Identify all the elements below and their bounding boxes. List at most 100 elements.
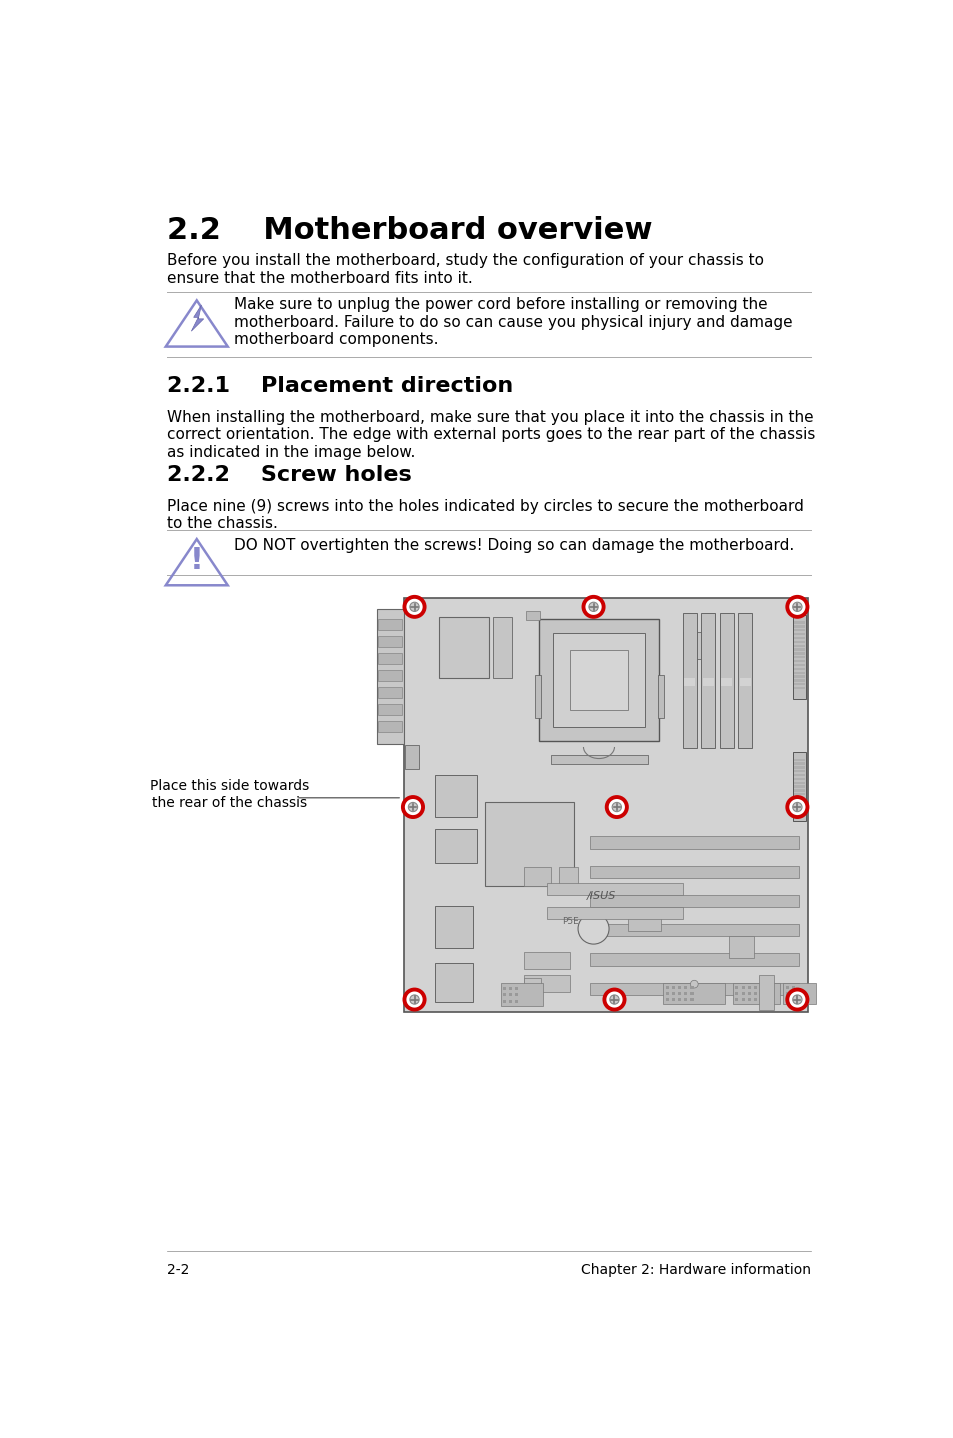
Circle shape <box>404 989 424 1009</box>
Bar <box>753 992 757 995</box>
Bar <box>794 649 804 651</box>
Bar <box>735 985 738 989</box>
Bar <box>682 633 705 659</box>
Bar <box>720 613 733 748</box>
Bar <box>678 998 680 1001</box>
Bar <box>738 613 752 748</box>
Bar <box>438 617 488 679</box>
Bar <box>747 998 750 1001</box>
Text: 2-2: 2-2 <box>167 1263 190 1277</box>
Bar <box>377 703 402 715</box>
Bar <box>794 630 804 631</box>
Bar <box>570 650 628 710</box>
Bar <box>794 633 804 636</box>
Bar <box>435 963 473 1002</box>
Text: When installing the motherboard, make sure that you place it into the chassis in: When installing the motherboard, make su… <box>167 410 815 460</box>
Bar <box>558 867 578 886</box>
Bar <box>628 917 660 930</box>
Text: P5E: P5E <box>561 916 578 926</box>
Bar <box>794 762 804 765</box>
Bar <box>589 866 798 877</box>
Bar <box>683 985 686 989</box>
Bar <box>785 985 788 989</box>
Bar <box>546 907 682 919</box>
Bar <box>791 985 794 989</box>
Text: Make sure to unplug the power cord before installing or removing the
motherboard: Make sure to unplug the power cord befor… <box>233 298 792 347</box>
Bar <box>794 785 804 788</box>
Bar <box>523 978 540 995</box>
Bar <box>794 789 804 792</box>
Circle shape <box>578 913 608 945</box>
Text: Before you install the motherboard, study the configuration of your chassis to
e: Before you install the motherboard, stud… <box>167 253 763 286</box>
Circle shape <box>606 797 626 817</box>
Bar <box>509 999 512 1002</box>
Circle shape <box>404 597 424 617</box>
Bar <box>665 998 668 1001</box>
Bar <box>435 775 476 817</box>
Bar <box>753 985 757 989</box>
Bar <box>377 670 402 680</box>
Text: !: ! <box>190 546 204 575</box>
Bar <box>690 992 693 995</box>
Circle shape <box>792 603 801 611</box>
Circle shape <box>583 597 603 617</box>
Circle shape <box>612 802 620 811</box>
Bar <box>758 975 773 1009</box>
Text: Place nine (9) screws into the holes indicated by circles to secure the motherbo: Place nine (9) screws into the holes ind… <box>167 499 803 532</box>
Bar <box>700 613 715 748</box>
Text: 2.2.2    Screw holes: 2.2.2 Screw holes <box>167 464 412 485</box>
Bar <box>794 801 804 804</box>
Text: Place this side towards
the rear of the chassis: Place this side towards the rear of the … <box>150 779 309 810</box>
Bar <box>728 936 753 958</box>
Bar <box>515 994 517 997</box>
Bar <box>671 985 674 989</box>
Bar <box>589 953 798 966</box>
Bar <box>376 610 403 743</box>
Bar <box>662 982 724 1004</box>
Bar <box>793 752 805 821</box>
Bar <box>523 975 570 992</box>
Bar <box>435 828 476 863</box>
Circle shape <box>408 802 417 811</box>
Bar <box>794 774 804 777</box>
Bar <box>794 679 804 682</box>
Bar <box>794 656 804 659</box>
Bar <box>553 633 645 728</box>
Circle shape <box>588 603 598 611</box>
Bar <box>794 676 804 677</box>
Bar <box>794 758 804 761</box>
Bar <box>794 637 804 638</box>
Bar <box>753 998 757 1001</box>
Circle shape <box>690 981 698 988</box>
Circle shape <box>609 995 618 1004</box>
Bar <box>435 906 473 948</box>
Bar <box>740 985 744 989</box>
Bar <box>732 982 779 1004</box>
Bar <box>658 676 663 718</box>
Bar <box>785 998 788 1001</box>
Bar <box>377 687 402 697</box>
Bar <box>678 992 680 995</box>
Text: Chapter 2: Hardware information: Chapter 2: Hardware information <box>580 1263 810 1277</box>
Circle shape <box>786 797 806 817</box>
Bar <box>534 676 540 718</box>
Bar <box>589 837 798 848</box>
Bar <box>794 687 804 689</box>
Bar <box>589 925 798 936</box>
Bar <box>500 982 542 1005</box>
Bar <box>525 611 539 620</box>
Bar <box>794 653 804 654</box>
Bar <box>377 620 402 630</box>
Text: DO NOT overtighten the screws! Doing so can damage the motherboard.: DO NOT overtighten the screws! Doing so … <box>233 538 793 552</box>
Bar <box>720 679 732 686</box>
Bar <box>523 867 550 886</box>
Text: 2.2.1    Placement direction: 2.2.1 Placement direction <box>167 375 513 395</box>
Bar <box>740 679 750 686</box>
Bar <box>794 683 804 686</box>
Bar <box>794 794 804 795</box>
Bar <box>782 982 815 1004</box>
Bar <box>502 999 505 1002</box>
Bar <box>484 801 574 886</box>
Bar <box>791 992 794 995</box>
Text: 2.2    Motherboard overview: 2.2 Motherboard overview <box>167 216 652 244</box>
